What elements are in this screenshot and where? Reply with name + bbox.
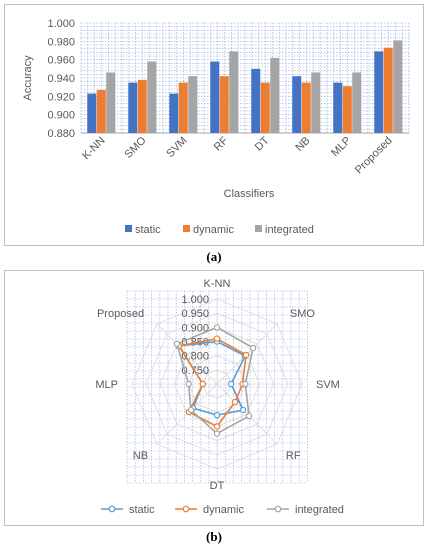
legend-swatch-dynamic xyxy=(183,225,190,232)
x-tick-label: K-NN xyxy=(80,135,108,163)
legend-marker-integrated xyxy=(274,505,282,513)
series-point-integrated xyxy=(245,412,253,420)
caption-a: (a) xyxy=(206,249,222,264)
caption-b: (b) xyxy=(206,529,222,544)
y-tick-label: 0.940 xyxy=(47,73,75,85)
radar-spoke xyxy=(156,323,218,385)
legend-marker-static xyxy=(108,505,116,513)
bar-dynamic xyxy=(260,82,270,133)
bar-integrated xyxy=(229,51,239,133)
series-point-dynamic xyxy=(231,398,239,406)
bar-dynamic xyxy=(383,47,393,133)
x-tick-label: RF xyxy=(212,134,231,153)
y-tick-label: 0.980 xyxy=(47,36,75,48)
bar-dynamic xyxy=(96,89,106,133)
legend-swatch-integrated xyxy=(255,225,262,232)
radar-chart: 1.0000.9500.9000.8500.8000.750K-NNSMOSVM… xyxy=(95,278,344,516)
series-point-integrated xyxy=(249,344,257,352)
bar-dynamic xyxy=(178,82,188,133)
axis-label: NB xyxy=(133,450,148,462)
bar-chart-panel: 1.000 0.980 0.960 0.940 0.920 0.900 0.880 Accur… xyxy=(4,4,424,246)
bar-integrated xyxy=(311,72,321,133)
x-tick-label: Proposed xyxy=(353,135,395,177)
axis-label: Proposed xyxy=(97,308,144,320)
series-point-dynamic xyxy=(213,423,221,430)
legend-label-dynamic: dynamic xyxy=(193,224,234,236)
bar-chart: 1.000 0.980 0.960 0.940 0.920 0.900 0.880 Accur… xyxy=(22,18,410,236)
bar-static xyxy=(210,61,220,133)
series-point-integrated xyxy=(213,324,221,331)
legend-label-dynamic: dynamic xyxy=(203,504,244,516)
bar-dynamic xyxy=(219,76,229,133)
bar-static xyxy=(292,76,302,133)
y-tick-label: 0.900 xyxy=(47,110,75,122)
bar-integrated xyxy=(106,72,116,133)
x-tick-label: SMO xyxy=(122,134,149,161)
x-tick-label: MLP xyxy=(329,135,353,159)
series-point-integrated xyxy=(173,340,181,348)
series-point-dynamic xyxy=(242,351,250,359)
axis-label: SMO xyxy=(290,308,316,320)
axis-label: SVM xyxy=(316,379,340,391)
bar-integrated xyxy=(270,57,280,134)
y-tick-label: 1.000 xyxy=(47,18,75,30)
x-axis-label: Classifiers xyxy=(224,188,275,200)
axis-label: DT xyxy=(210,480,225,492)
bar-static xyxy=(128,82,138,133)
bar-static xyxy=(374,51,384,133)
legend-label-integrated: integrated xyxy=(295,504,344,516)
bar-integrated xyxy=(147,61,157,133)
bar-dynamic xyxy=(137,79,147,133)
legend-label-static: static xyxy=(129,504,155,516)
series-point-integrated xyxy=(213,430,221,437)
bar-dynamic xyxy=(301,82,311,133)
legend-marker-dynamic xyxy=(182,505,190,513)
y-tick-label: 0.880 xyxy=(47,128,75,140)
bar-integrated xyxy=(352,72,362,133)
series-point-integrated xyxy=(185,380,192,388)
series-point-dynamic xyxy=(199,380,207,388)
bar-integrated xyxy=(393,40,403,133)
axis-label: RF xyxy=(286,450,301,462)
series-point-static xyxy=(239,406,247,414)
y-tick-label: 0.920 xyxy=(47,91,75,103)
x-tick-label: NB xyxy=(293,135,312,154)
series-point-dynamic xyxy=(213,335,221,342)
series-point-static xyxy=(213,411,221,419)
bar-static xyxy=(169,93,179,133)
series-point-integrated xyxy=(187,406,195,414)
legend-swatch-static xyxy=(125,225,132,232)
y-axis-label: Accuracy xyxy=(22,55,34,101)
x-tick-label: DT xyxy=(253,134,272,153)
axis-label: K-NN xyxy=(204,278,231,290)
bar-static xyxy=(251,68,261,133)
bar-static xyxy=(333,82,343,133)
y-tick-label: 0.960 xyxy=(47,55,75,67)
r-tick-label: 0.950 xyxy=(181,308,209,320)
bar-integrated xyxy=(188,76,198,133)
x-tick-label: SVM xyxy=(164,135,189,160)
legend-label-integrated: integrated xyxy=(265,224,314,236)
bar-static xyxy=(87,93,97,133)
series-point-integrated xyxy=(242,380,249,388)
legend-label-static: static xyxy=(135,224,161,236)
r-tick-label: 0.900 xyxy=(181,322,209,334)
series-point-static xyxy=(227,380,235,388)
axis-label: MLP xyxy=(95,379,118,391)
r-tick-label: 1.000 xyxy=(181,294,209,306)
radar-chart-panel: 1.000 0.950 0.900 0.850 0.800 0.750 K-NN SMO SVM… xyxy=(4,270,424,526)
bar-dynamic xyxy=(342,86,352,133)
